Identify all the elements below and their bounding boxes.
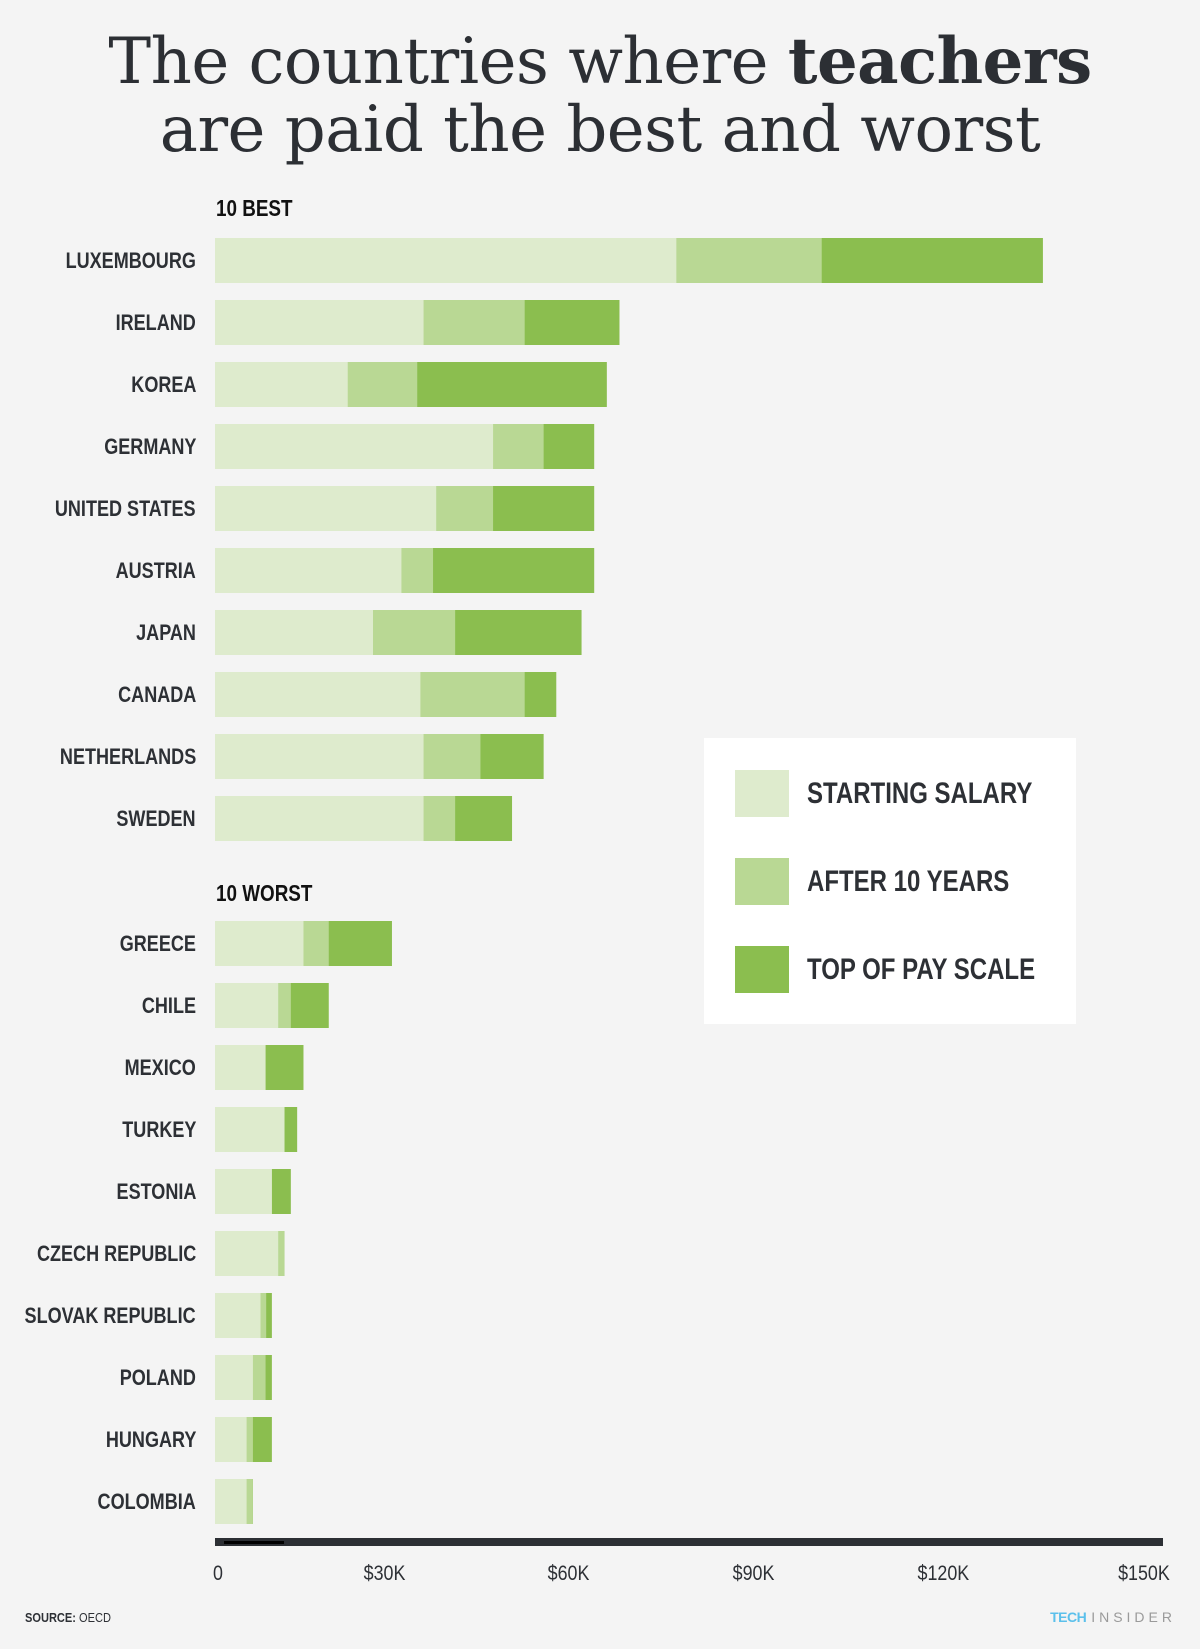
bar-starting-salary — [215, 796, 424, 841]
worst-section-label: 10 WORST — [216, 880, 313, 906]
bar-group — [215, 362, 607, 407]
legend-label-after-10-years: AFTER 10 YEARS — [807, 865, 1010, 898]
country-label: CZECH REPUBLIC — [36, 1241, 196, 1266]
title-line2: are paid the best and worst — [159, 93, 1041, 167]
bar-group — [215, 672, 557, 717]
bar-group — [215, 1479, 253, 1524]
bar-starting-salary — [215, 672, 421, 717]
country-label: COLOMBIA — [97, 1489, 196, 1514]
x-axis-ticks: 0 $30K $60K $90K $120K $150K — [213, 1562, 1170, 1586]
country-label: TURKEY — [121, 1117, 196, 1142]
bar-group — [215, 1107, 298, 1152]
bar-starting-salary — [215, 1231, 279, 1276]
x-tick-label: $30K — [363, 1562, 406, 1585]
bar-starting-salary — [215, 1169, 272, 1214]
legend: STARTING SALARY AFTER 10 YEARS TOP OF PA… — [704, 738, 1076, 1024]
country-label: IRELAND — [115, 310, 196, 335]
x-axis-marker — [224, 1541, 284, 1544]
bar-group — [215, 921, 392, 966]
bar-group — [215, 1169, 291, 1214]
bar-starting-salary — [215, 610, 373, 655]
bar-starting-salary — [215, 1417, 247, 1462]
country-label: CANADA — [117, 682, 196, 707]
x-tick-label: $120K — [917, 1562, 970, 1585]
bar-group — [215, 734, 544, 779]
country-label: UNITED STATES — [55, 496, 196, 521]
country-label: JAPAN — [136, 620, 196, 645]
bar-group — [215, 983, 329, 1028]
country-label: POLAND — [119, 1365, 196, 1390]
country-label: LUXEMBOURG — [65, 248, 196, 273]
country-label: AUSTRIA — [115, 558, 196, 583]
bar-group — [215, 1045, 304, 1090]
legend-swatch-after-10-years — [735, 858, 789, 905]
country-label: HUNGARY — [105, 1427, 196, 1452]
legend-swatch-starting-salary — [735, 770, 789, 817]
bar-group — [215, 1293, 272, 1338]
legend-swatch-top-of-pay-scale — [735, 946, 789, 993]
bar-starting-salary — [215, 548, 402, 593]
chart-title: The countries where teachers are paid th… — [0, 25, 1200, 167]
bar-starting-salary — [215, 362, 348, 407]
bar-starting-salary — [215, 300, 424, 345]
title-line1-prefix: The countries where — [108, 25, 788, 99]
bar-starting-salary — [215, 486, 437, 531]
country-label: ESTONIA — [116, 1179, 196, 1204]
x-tick-label: $60K — [548, 1562, 590, 1585]
best-section-label: 10 BEST — [216, 195, 293, 221]
bar-group — [215, 424, 595, 469]
x-tick-label: $150K — [1118, 1562, 1170, 1585]
source-value: OECD — [75, 1610, 111, 1625]
bar-group — [215, 610, 582, 655]
title-emphasis: teachers — [787, 24, 1092, 99]
country-label: NETHERLANDS — [59, 744, 196, 769]
country-label: GREECE — [119, 931, 196, 956]
bar-group — [215, 1231, 285, 1276]
x-tick-label: $90K — [732, 1562, 775, 1585]
bar-starting-salary — [215, 238, 677, 283]
bar-group — [215, 300, 620, 345]
bar-starting-salary — [215, 1107, 285, 1152]
country-label: MEXICO — [124, 1055, 196, 1080]
bar-starting-salary — [215, 921, 304, 966]
x-tick-label: 0 — [213, 1562, 223, 1585]
source-label: SOURCE: — [25, 1610, 76, 1625]
bar-group — [215, 1417, 272, 1462]
country-label: SLOVAK REPUBLIC — [24, 1303, 196, 1328]
bar-group — [215, 1355, 272, 1400]
bar-starting-salary — [215, 1293, 261, 1338]
x-axis-line — [215, 1538, 1163, 1546]
legend-label-starting-salary: STARTING SALARY — [807, 777, 1033, 810]
country-label: CHILE — [141, 993, 196, 1018]
bar-group — [215, 796, 513, 841]
bar-starting-salary — [215, 734, 424, 779]
source-credit: SOURCE: OECD — [25, 1610, 111, 1625]
country-label: SWEDEN — [116, 806, 196, 831]
legend-item-starting-salary: STARTING SALARY — [735, 770, 1065, 817]
bar-starting-salary — [215, 1045, 266, 1090]
bar-starting-salary — [215, 1479, 247, 1524]
brand-tech: TECH — [1050, 1609, 1087, 1625]
bar-starting-salary — [215, 1355, 253, 1400]
legend-item-after-10-years: AFTER 10 YEARS — [735, 858, 1065, 905]
bar-starting-salary — [215, 983, 279, 1028]
bar-group — [215, 486, 595, 531]
country-label: KOREA — [130, 372, 196, 397]
bar-starting-salary — [215, 424, 494, 469]
bar-group — [215, 548, 595, 593]
legend-item-top-of-pay-scale: TOP OF PAY SCALE — [735, 946, 1065, 993]
brand-insider: INSIDER — [1091, 1609, 1176, 1625]
country-label: GERMANY — [103, 434, 196, 459]
brand-logo: TECH INSIDER — [1050, 1609, 1176, 1625]
legend-label-top-of-pay-scale: TOP OF PAY SCALE — [807, 953, 1036, 986]
bar-group — [215, 238, 1043, 283]
